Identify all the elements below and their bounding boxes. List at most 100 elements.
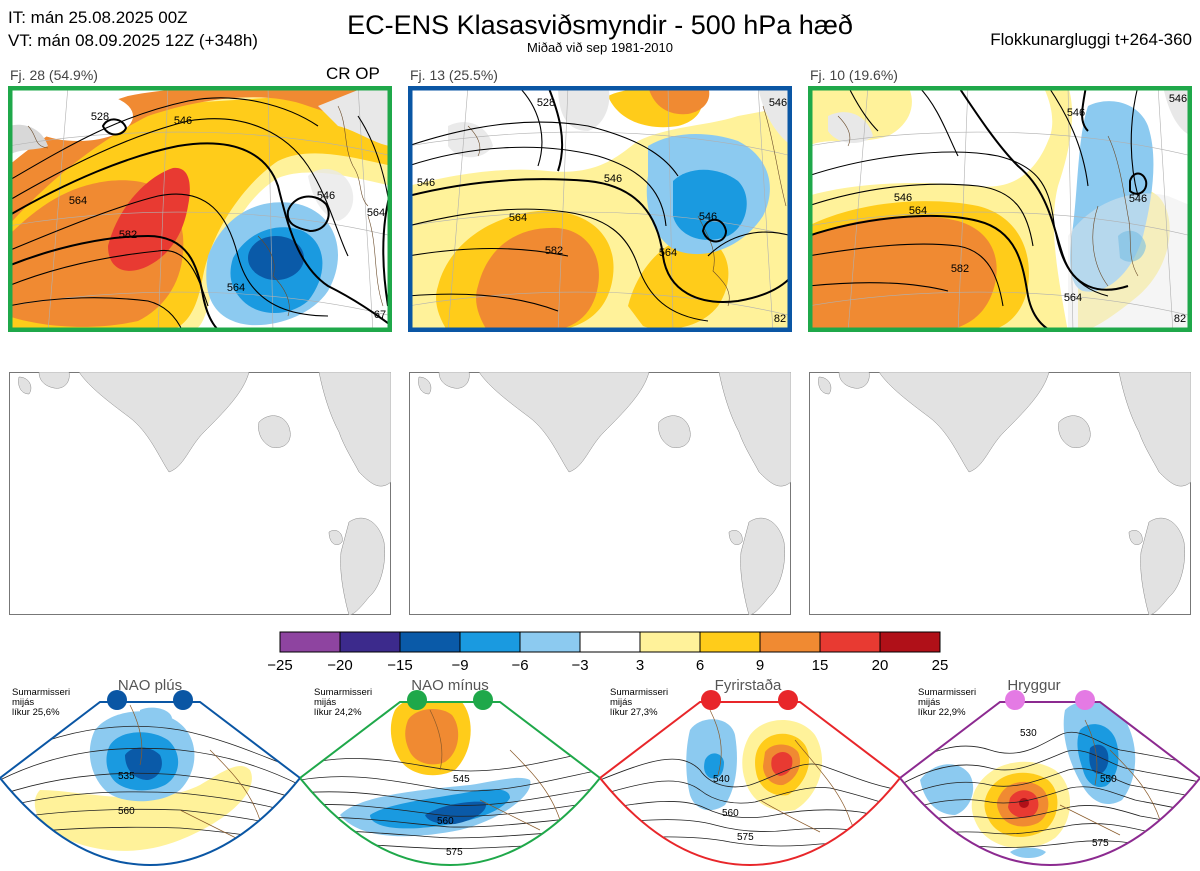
regime-avg: mijás [314,697,337,708]
colorbar-tick-label: 25 [932,657,949,674]
regime-4-frame [900,701,1200,867]
regime-2-frame [300,701,600,867]
contour-label: 575 [1092,838,1109,849]
regime-3-frame [600,701,900,867]
regime-4-map: 530 550 575 [900,701,1200,867]
contour-label: 546 [1169,93,1187,105]
contour-label: 546 [317,190,335,202]
regime-3-markers [701,690,798,710]
colorbar-swatch [819,631,881,653]
contour-label: 528 [537,97,555,109]
cluster-2-map: 546 564 582 546 564 546 528 546 82 [408,86,792,332]
contour-label: 582 [951,263,969,275]
colorbar-swatch [339,631,401,653]
colorbar-tick-label: −9 [451,657,468,674]
regime-prob: líkur 24,2% [314,707,362,718]
regime-season: Sumarmisseri [12,687,71,698]
regime-1-name: NAO plús [117,677,183,694]
colorbar-swatch [279,631,341,653]
colorbar-tick-label: 9 [756,657,764,674]
contour-label: 564 [367,207,385,219]
cluster-2-label: Fj. 13 (25.5%) [410,67,498,83]
colorbar-tick-label: −3 [571,657,588,674]
colorbar-swatch [519,631,581,653]
contour-label: 530 [1020,728,1037,739]
contour-label: 546 [174,115,192,127]
reference-map-1 [9,372,391,615]
regime-1-info: Sumarmisseri mijás líkur 25,6% [12,688,70,718]
contour-label: 550 [1100,774,1117,785]
contour-label: 560 [722,808,739,819]
contour-label: 546 [604,173,622,185]
cluster-3-frame [808,86,1192,332]
colorbar-swatch [639,631,701,653]
colorbar-tick-label: 15 [812,657,829,674]
colorbar-tick-label: −6 [511,657,528,674]
regime-marker-dot [1075,690,1095,710]
page-subtitle: Miðað við sep 1981-2010 [527,40,673,55]
contour-label: 582 [119,229,137,241]
contour-label: 564 [509,212,527,224]
regime-3-map: 540 560 575 [600,701,900,867]
regime-marker-dot [407,690,427,710]
regime-marker-dot [173,690,193,710]
colorbar-tick-label: 20 [872,657,889,674]
regime-marker-dot [701,690,721,710]
cluster-1-map: 528 546 564 582 546 564 564 67 [8,86,392,332]
contour-label: 575 [737,832,754,843]
contour-label: 528 [91,111,109,123]
regime-marker-dot [473,690,493,710]
regime-1-markers [107,690,193,710]
contour-label: 545 [453,774,470,785]
cluster-1-frame [8,86,392,332]
colorbar-swatch [879,631,941,653]
contour-label: 560 [437,816,454,827]
classification-window: Flokkunargluggi t+264-360 [990,30,1192,49]
valid-time: VT: mán 08.09.2025 12Z (+348h) [8,31,258,50]
regime-prob: líkur 25,6% [12,707,60,718]
contour-label: 546 [894,192,912,204]
regime-avg: mijás [918,697,941,708]
regime-marker-dot [778,690,798,710]
regime-prob: líkur 22,9% [918,707,966,718]
contour-label: 67 [374,309,386,321]
contour-label: 560 [118,806,135,817]
regime-2-info: Sumarmisseri mijás líkur 24,2% [314,688,372,718]
contour-label: 546 [769,97,787,109]
contour-label: 564 [227,282,245,294]
contour-label: 582 [545,245,563,257]
header-times: IT: mán 25.08.2025 00Z VT: mán 08.09.202… [8,6,258,52]
op-marker: CR OP [326,64,380,83]
colorbar-swatch [699,631,761,653]
regime-4-markers [1005,690,1095,710]
colorbar: −25 −20 −15 −9 −6 −3 3 6 9 15 20 25 [267,631,949,674]
regime-marker-dot [1005,690,1025,710]
colorbar-swatch [399,631,461,653]
regime-season: Sumarmisseri [918,687,977,698]
cluster-1-label: Fj. 28 (54.9%) [10,67,98,83]
contour-label: 535 [118,771,135,782]
colorbar-tick-label: −25 [267,657,292,674]
regime-avg: mijás [610,697,633,708]
regime-season: Sumarmisseri [314,687,373,698]
colorbar-tick-label: −15 [387,657,412,674]
regime-prob: líkur 27,3% [610,707,658,718]
issue-time: IT: mán 25.08.2025 00Z [8,8,188,27]
colorbar-tick-label: 3 [636,657,644,674]
regime-3-info: Sumarmisseri mijás líkur 27,3% [610,688,668,718]
reference-map-2 [409,372,791,615]
regime-4-info: Sumarmisseri mijás líkur 22,9% [918,688,976,718]
regime-4-name: Hryggur [1007,677,1061,694]
contour-label: 546 [417,177,435,189]
contour-label: 564 [69,195,87,207]
contour-label: 575 [446,847,463,858]
regime-avg: mijás [12,697,35,708]
reference-map-3 [809,372,1191,615]
colorbar-swatch [459,631,521,653]
cluster-2-frame [408,86,792,332]
contour-label: 540 [713,774,730,785]
regime-marker-dot [107,690,127,710]
page-title: EC-ENS Klasasviðsmyndir - 500 hPa hæð [347,10,853,40]
contour-label: 546 [699,211,717,223]
contour-label: 82 [1174,313,1186,325]
